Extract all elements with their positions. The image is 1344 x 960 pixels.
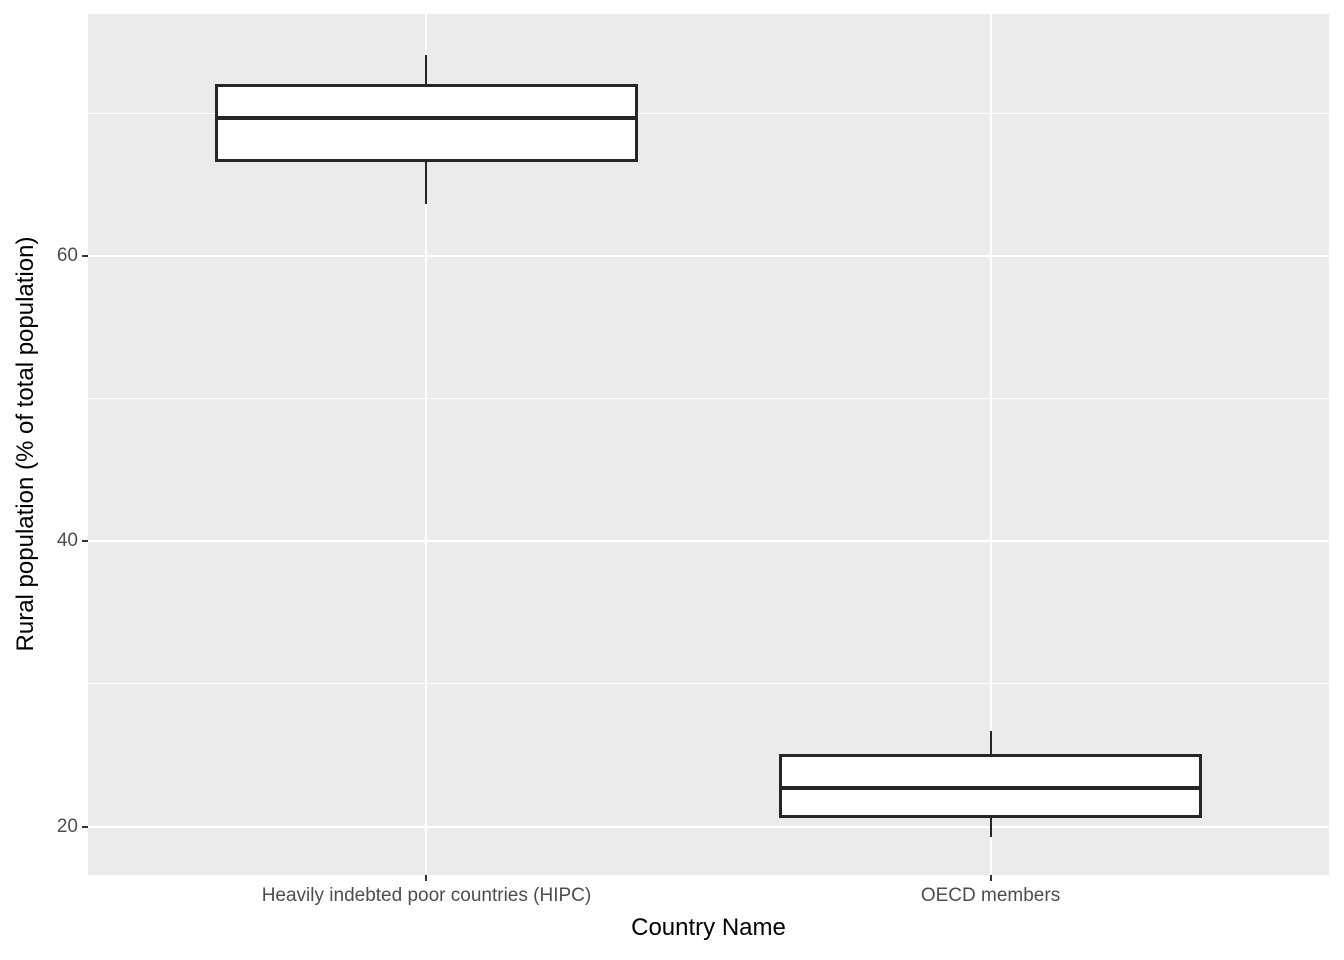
gridline-major-horizontal — [88, 255, 1329, 258]
y-axis-tick-mark — [82, 540, 88, 543]
x-axis-title: Country Name — [631, 914, 786, 941]
y-axis-tick-label: 60 — [56, 245, 78, 267]
box-median-line — [779, 786, 1203, 791]
box-upper-whisker — [989, 731, 992, 756]
gridline-minor-horizontal — [88, 683, 1329, 685]
box-lower-whisker — [425, 160, 428, 204]
gridline-minor-horizontal — [88, 113, 1329, 115]
box-lower-whisker — [989, 816, 992, 837]
gridline-major-horizontal — [88, 825, 1329, 828]
x-axis-tick-label: OECD members — [920, 885, 1061, 906]
gridline-major-horizontal — [88, 540, 1329, 543]
x-axis-tick-mark — [425, 875, 428, 881]
box-median-line — [214, 116, 638, 121]
box-upper-whisker — [425, 55, 428, 86]
y-axis-tick-label: 20 — [56, 815, 78, 837]
y-axis-tick-mark — [82, 255, 88, 258]
x-axis-tick-label: Heavily indebted poor countries (HIPC) — [261, 885, 592, 906]
gridline-major-vertical — [989, 14, 992, 875]
gridline-major-vertical — [425, 14, 428, 875]
gridline-minor-horizontal — [88, 398, 1329, 400]
box-iqr-rect — [779, 754, 1203, 818]
x-axis-tick-mark — [989, 875, 992, 881]
y-axis-title: Rural population (% of total population) — [12, 236, 39, 652]
y-axis-tick-label: 40 — [56, 530, 78, 552]
box-iqr-rect — [214, 84, 638, 162]
plot-panel — [88, 14, 1329, 875]
y-axis-tick-mark — [82, 825, 88, 828]
